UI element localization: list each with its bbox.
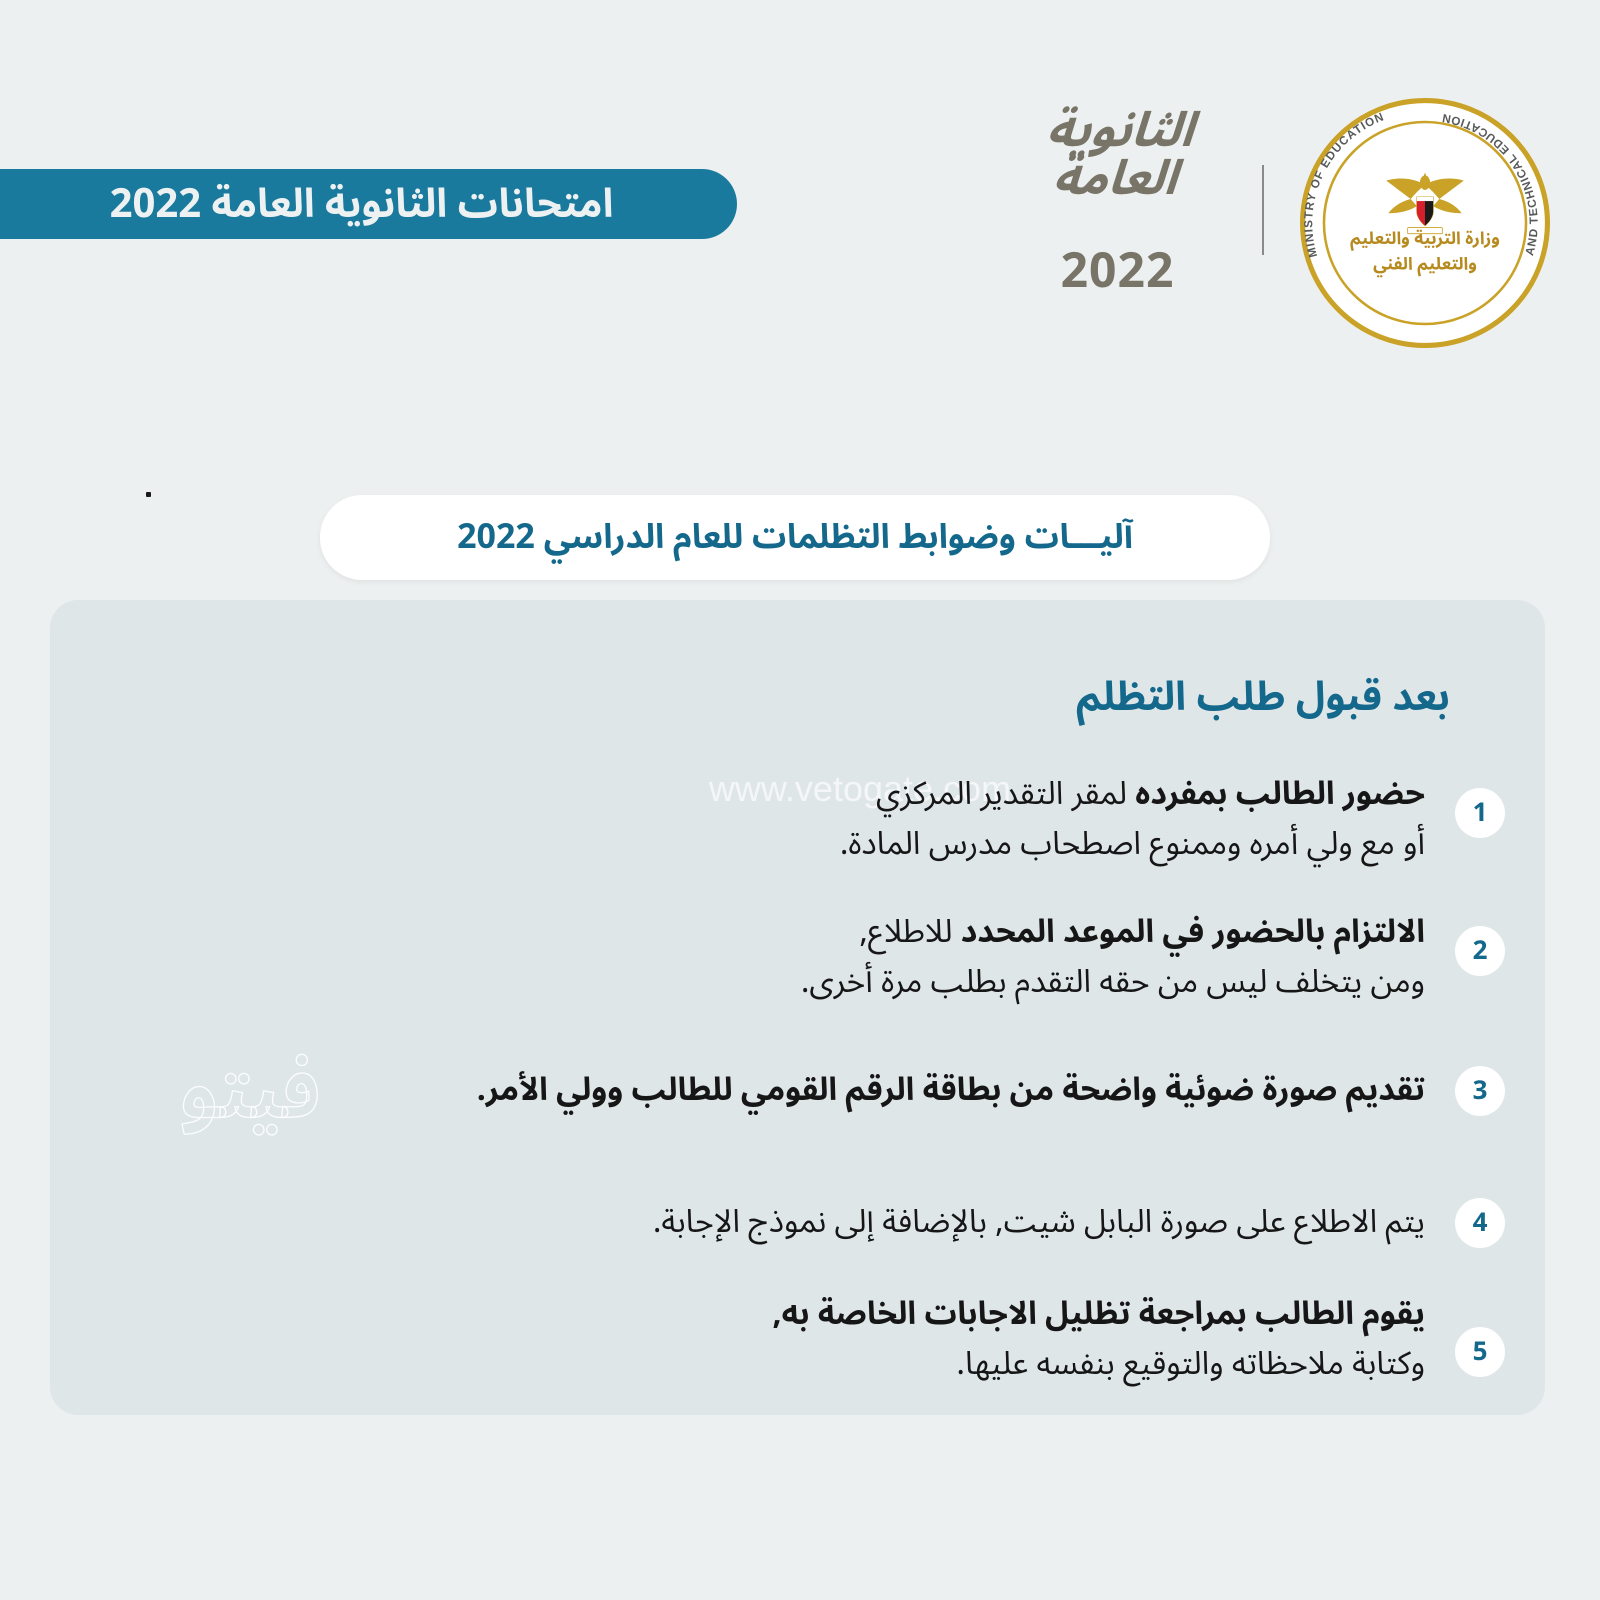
svg-text:والتعليم الفني: والتعليم الفني — [1373, 245, 1477, 282]
